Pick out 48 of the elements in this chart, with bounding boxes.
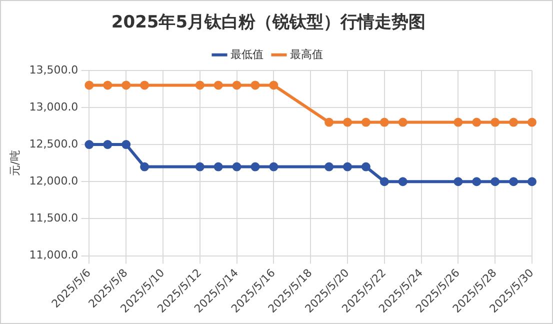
point [361, 118, 370, 127]
point [342, 162, 352, 172]
y-tick-label: 11,000.0 [29, 248, 78, 262]
point [398, 177, 408, 186]
point [490, 118, 500, 127]
point [122, 80, 131, 90]
y-tick-label: 13,000.0 [29, 100, 78, 114]
point [232, 162, 242, 172]
point [472, 177, 482, 186]
y-tick-label: 12,000.0 [29, 174, 78, 188]
point [250, 80, 260, 90]
point [103, 140, 112, 150]
point [140, 162, 150, 172]
point [472, 118, 482, 127]
point [380, 118, 389, 127]
point [490, 177, 500, 186]
point [84, 140, 94, 150]
point [509, 177, 518, 186]
point [84, 80, 94, 90]
point [269, 80, 278, 90]
point [454, 177, 463, 186]
point [528, 118, 536, 127]
point [398, 118, 408, 127]
point [454, 118, 463, 127]
legend-label: 最高值 [290, 48, 323, 61]
point [528, 177, 536, 186]
point [195, 162, 204, 172]
legend-label: 最低值 [230, 48, 264, 61]
point [122, 140, 131, 150]
point [380, 177, 389, 186]
point [195, 80, 204, 90]
y-tick-label: 12,500.0 [29, 137, 78, 150]
y-tick-label: 11,500.0 [29, 212, 78, 225]
point [140, 80, 150, 90]
point [342, 118, 352, 127]
point [103, 80, 112, 90]
point [232, 80, 242, 90]
point [361, 162, 370, 172]
y-axis-title: 元/吨 [8, 150, 22, 176]
y-tick-label: 13,500.0 [29, 63, 78, 76]
point [324, 162, 334, 172]
point [509, 118, 518, 127]
point [214, 162, 223, 172]
point [214, 80, 223, 90]
chart-title: 2025年5月钛白粉（锐钛型）行情走势图 [111, 12, 426, 33]
point [269, 162, 278, 172]
point [250, 162, 260, 172]
point [324, 118, 334, 127]
